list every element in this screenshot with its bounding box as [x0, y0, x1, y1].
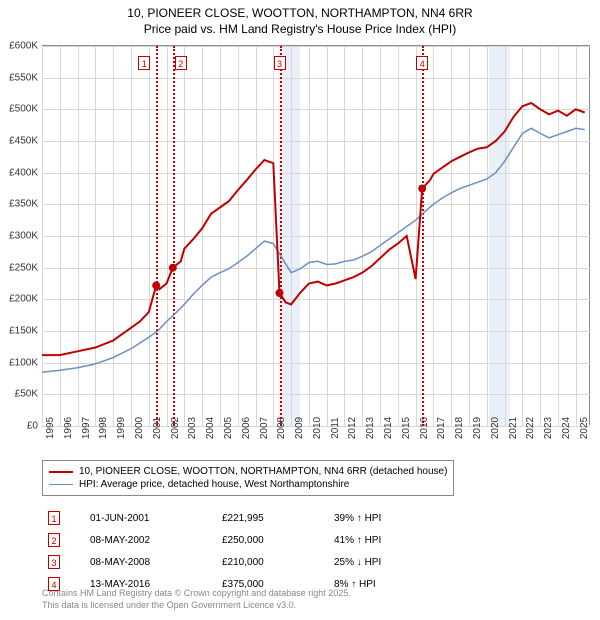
event-id-box: 2: [48, 533, 60, 547]
event-id-box: 3: [48, 555, 60, 569]
y-axis-label: £550K: [0, 72, 38, 83]
event-row: 3 08-MAY-2008£210,00025% ↓ HPI: [44, 552, 385, 572]
legend-row: HPI: Average price, detached house, West…: [49, 478, 447, 491]
event-pct: 41% ↑ HPI: [330, 530, 385, 550]
event-pct: 39% ↑ HPI: [330, 508, 385, 528]
title-line1: 10, PIONEER CLOSE, WOOTTON, NORTHAMPTON,…: [0, 6, 600, 22]
event-date: 01-JUN-2001: [86, 508, 216, 528]
event-price: £250,000: [218, 530, 328, 550]
footer-line1: Contains HM Land Registry data © Crown c…: [42, 588, 351, 600]
y-axis-label: £500K: [0, 104, 38, 115]
series-hpi: [42, 128, 585, 372]
y-axis-label: £150K: [0, 326, 38, 337]
y-axis-label: £450K: [0, 136, 38, 147]
legend: 10, PIONEER CLOSE, WOOTTON, NORTHAMPTON,…: [42, 460, 454, 496]
y-axis-label: £0: [0, 421, 38, 432]
legend-swatch: [49, 471, 73, 473]
chart-title: 10, PIONEER CLOSE, WOOTTON, NORTHAMPTON,…: [0, 0, 600, 37]
event-date: 08-MAY-2002: [86, 530, 216, 550]
series-svg: [42, 46, 590, 426]
event-id-box: 1: [48, 511, 60, 525]
footer-attribution: Contains HM Land Registry data © Crown c…: [42, 588, 351, 611]
title-line2: Price paid vs. HM Land Registry's House …: [0, 22, 600, 38]
event-price: £210,000: [218, 552, 328, 572]
event-price: £221,995: [218, 508, 328, 528]
event-row: 1 01-JUN-2001£221,99539% ↑ HPI: [44, 508, 385, 528]
legend-label: 10, PIONEER CLOSE, WOOTTON, NORTHAMPTON,…: [79, 466, 447, 477]
plot-surface: £0£50K£100K£150K£200K£250K£300K£350K£400…: [42, 46, 590, 426]
series-marker: [418, 185, 426, 193]
event-date: 08-MAY-2008: [86, 552, 216, 572]
y-axis-label: £300K: [0, 231, 38, 242]
y-axis-label: £400K: [0, 167, 38, 178]
event-pct: 25% ↓ HPI: [330, 552, 385, 572]
series-marker: [169, 264, 177, 272]
y-axis-label: £50K: [0, 389, 38, 400]
y-axis-label: £100K: [0, 357, 38, 368]
y-axis-label: £200K: [0, 294, 38, 305]
y-axis-label: £350K: [0, 199, 38, 210]
chart-container: 10, PIONEER CLOSE, WOOTTON, NORTHAMPTON,…: [0, 0, 600, 620]
event-row: 2 08-MAY-2002£250,00041% ↑ HPI: [44, 530, 385, 550]
y-axis-label: £600K: [0, 41, 38, 52]
series-price_paid: [42, 103, 585, 355]
legend-swatch: [49, 484, 73, 485]
legend-row: 10, PIONEER CLOSE, WOOTTON, NORTHAMPTON,…: [49, 465, 447, 478]
series-marker: [152, 281, 160, 289]
series-marker: [276, 289, 284, 297]
y-axis-label: £250K: [0, 262, 38, 273]
chart-area: £0£50K£100K£150K£200K£250K£300K£350K£400…: [42, 45, 590, 425]
footer-line2: This data is licensed under the Open Gov…: [42, 600, 351, 612]
legend-label: HPI: Average price, detached house, West…: [79, 479, 349, 490]
events-table: 1 01-JUN-2001£221,99539% ↑ HPI 2 08-MAY-200…: [42, 506, 387, 596]
